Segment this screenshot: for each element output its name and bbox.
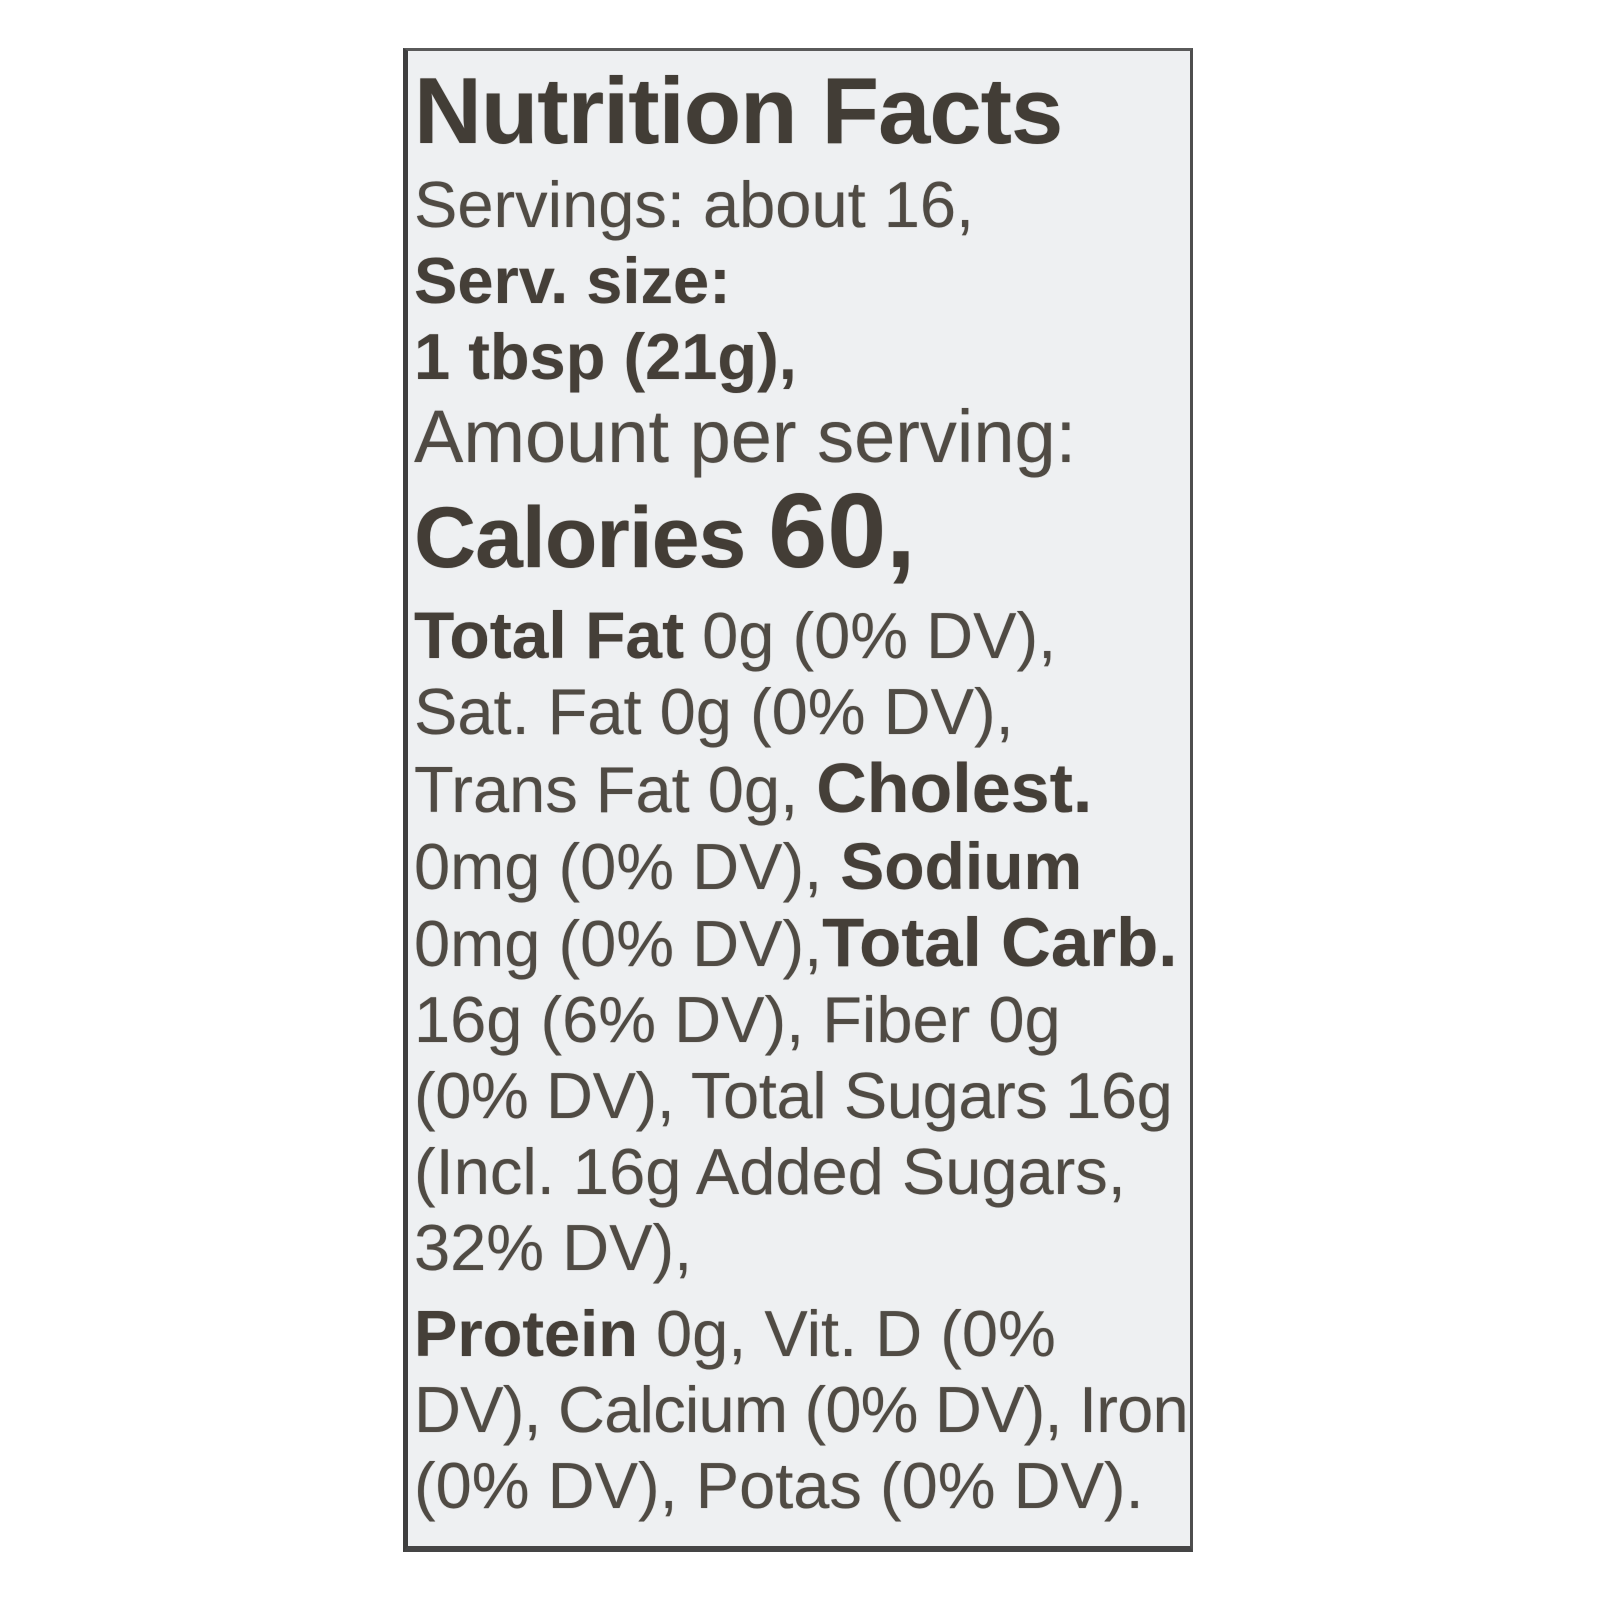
sodium-value: 0mg (0% DV), xyxy=(414,907,823,980)
total-fat-line: Total Fat 0g (0% DV), xyxy=(414,597,1190,674)
calories-line: Calories 60, xyxy=(414,478,1190,597)
cholesterol-value: 0mg (0% DV), xyxy=(414,830,841,903)
calcium-iron-line: DV), Calcium (0% DV), Iron xyxy=(414,1373,1189,1446)
sodium-total-carb-line: 0mg (0% DV),Total Carb. xyxy=(414,905,1190,982)
sat-fat-line: Sat. Fat 0g (0% DV), xyxy=(414,675,1014,748)
total-fat-label: Total Fat xyxy=(414,598,685,672)
sodium-label: Sodium xyxy=(840,829,1083,903)
protein-value: 0g, Vit. D (0% xyxy=(637,1297,1056,1370)
potassium-line: (0% DV), Potas (0% DV). xyxy=(414,1449,1144,1522)
protein-vitamin-d-line: Protein 0g, Vit. D (0% xyxy=(414,1296,1190,1372)
serving-size-value-line: 1 tbsp (21g), xyxy=(414,320,797,393)
amount-per-serving-line: Amount per serving: xyxy=(414,395,1077,478)
calories-label: Calories xyxy=(414,490,769,586)
added-sugars-line: (Incl. 16g Added Sugars, xyxy=(414,1135,1126,1208)
trans-fat-cholesterol-line: Trans Fat 0g, Cholest. xyxy=(414,750,1190,828)
total-carb-label: Total Carb. xyxy=(822,904,1178,981)
cholesterol-sodium-line: 0mg (0% DV), Sodium xyxy=(414,828,1190,905)
label-title: Nutrition Facts xyxy=(414,58,1063,163)
trans-fat-value: Trans Fat 0g, xyxy=(414,753,817,826)
servings-line: Servings: about 16, xyxy=(414,168,975,241)
calories-value: 60, xyxy=(768,472,916,590)
nutrition-facts-label: Nutrition Facts Servings: about 16, Serv… xyxy=(403,48,1193,1552)
carb-fiber-line: 16g (6% DV), Fiber 0g xyxy=(414,983,1061,1056)
total-fat-value: 0g (0% DV), xyxy=(684,599,1057,672)
added-sugars-dv-line: 32% DV), xyxy=(414,1211,693,1284)
total-sugars-line: (0% DV), Total Sugars 16g xyxy=(414,1059,1173,1132)
serving-size-label-line: Serv. size: xyxy=(414,244,731,317)
protein-label: Protein xyxy=(414,1297,638,1370)
cholesterol-label: Cholest. xyxy=(816,749,1093,827)
